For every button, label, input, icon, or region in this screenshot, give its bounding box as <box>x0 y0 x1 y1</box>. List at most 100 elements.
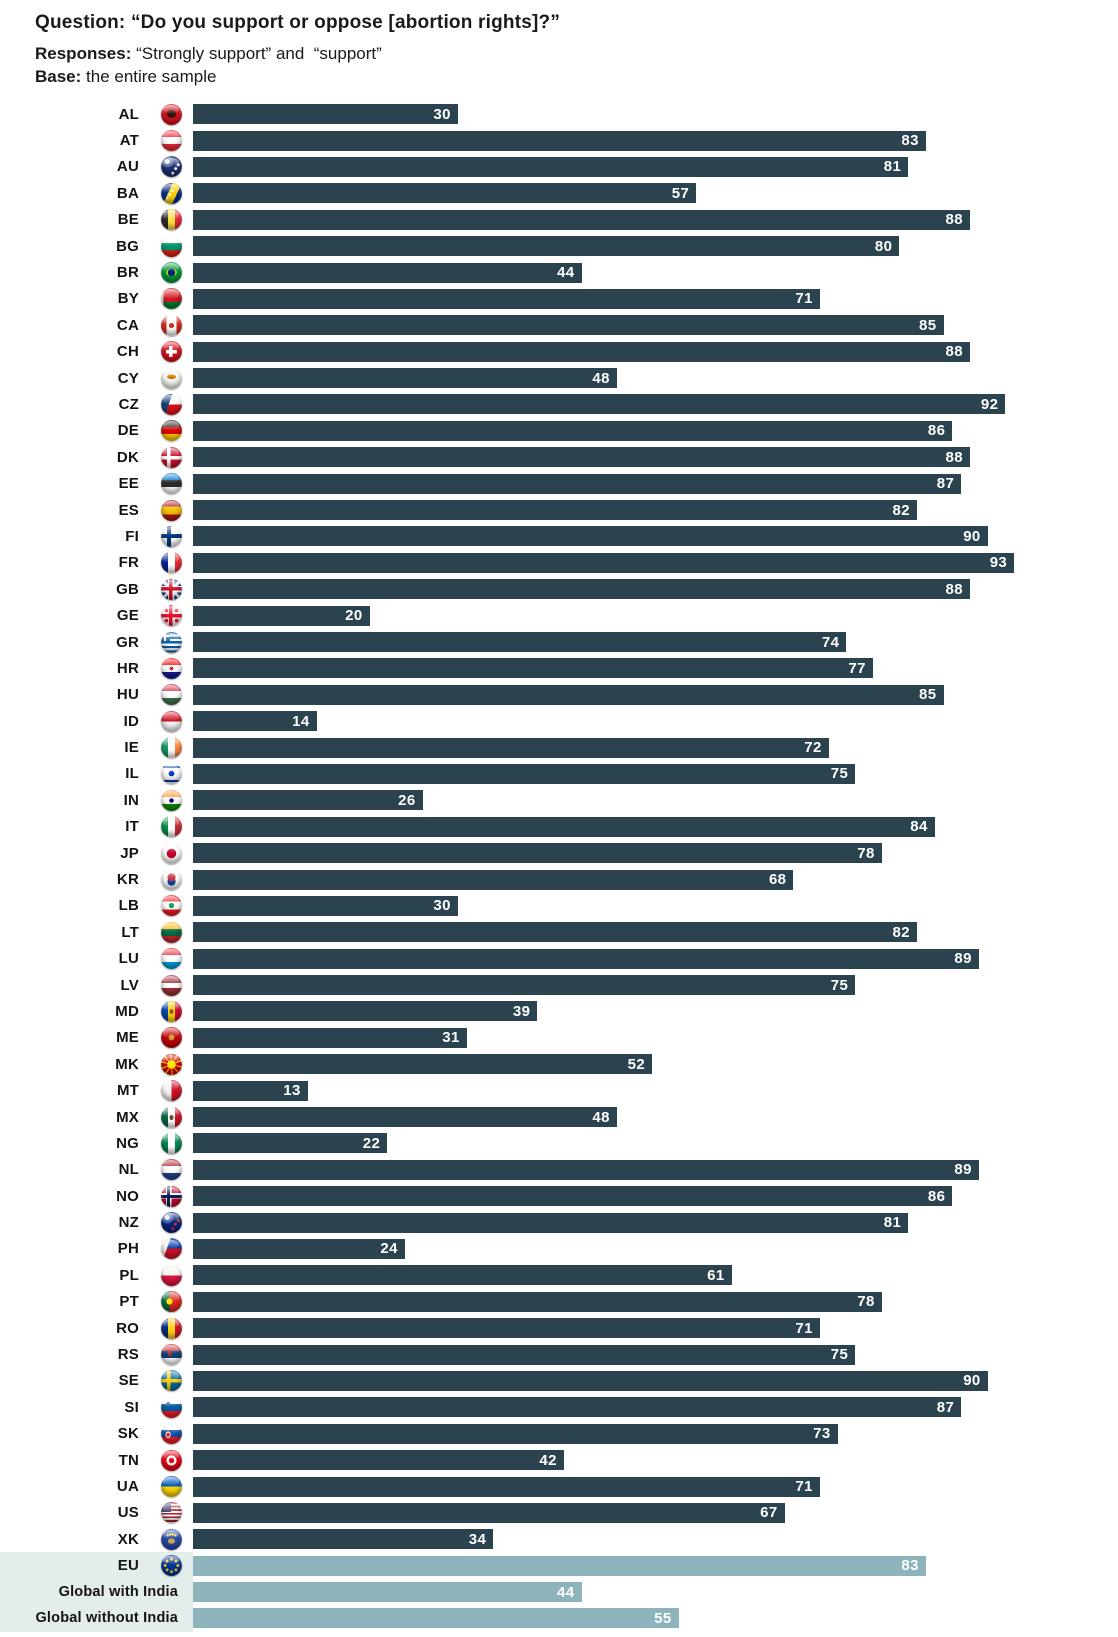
flag-fr-icon <box>160 552 182 574</box>
bar-value: 87 <box>936 475 955 493</box>
row-label-area: PT <box>0 1289 193 1315</box>
bar-value: 93 <box>989 554 1008 572</box>
bar: 68 <box>193 869 794 890</box>
flag-us-icon <box>160 1502 182 1524</box>
bar: 31 <box>193 1027 467 1048</box>
bar-track: 90 <box>193 1370 1076 1391</box>
bar-value: 78 <box>857 844 875 862</box>
flag-box <box>149 737 193 759</box>
bar-value: 30 <box>433 897 451 915</box>
country-label: FI <box>125 527 139 545</box>
bar-track: 44 <box>193 1582 1076 1603</box>
flag-box <box>149 1238 193 1260</box>
flag-box <box>149 974 193 996</box>
country-label: KR <box>116 871 139 889</box>
row-label-area: DE <box>0 418 193 444</box>
flag-box <box>149 1344 193 1366</box>
row-label-area: EU <box>0 1552 193 1579</box>
bar: 67 <box>193 1502 785 1523</box>
row-label-area: NO <box>0 1183 193 1209</box>
bar-value: 88 <box>945 580 964 598</box>
chart-row: AL 30 <box>0 101 1118 127</box>
country-label: IT <box>125 818 139 836</box>
bar-value: 48 <box>592 369 610 387</box>
flag-id-icon <box>160 710 182 732</box>
bar-value: 55 <box>654 1609 672 1627</box>
flag-lt-icon <box>160 921 182 943</box>
bar-track: 82 <box>193 500 1076 521</box>
bar: 24 <box>193 1238 405 1259</box>
country-label: EU <box>117 1557 139 1575</box>
flag-eu-icon <box>160 1555 182 1577</box>
flag-box <box>149 1449 193 1471</box>
flag-nz-icon <box>160 1212 182 1234</box>
flag-br-icon <box>160 262 182 284</box>
flag-box <box>149 499 193 521</box>
bar-track: 57 <box>193 183 1076 204</box>
country-label: HU <box>116 686 139 704</box>
bar: 93 <box>193 552 1015 573</box>
bar: 83 <box>193 1555 926 1576</box>
chart-row: Global without India 55 <box>0 1605 1118 1632</box>
bar: 48 <box>193 368 617 389</box>
chart-row: HR 77 <box>0 655 1118 681</box>
bar-track: 31 <box>193 1027 1076 1048</box>
row-label-area: IE <box>0 734 193 760</box>
bar: 52 <box>193 1054 653 1075</box>
country-label: RO <box>116 1319 139 1337</box>
bar-track: 20 <box>193 605 1076 626</box>
bar-value: 75 <box>830 765 849 783</box>
chart-row: MT 13 <box>0 1077 1118 1103</box>
bar-track: 86 <box>193 420 1076 441</box>
flag-box <box>149 657 193 679</box>
chart-row: PL 61 <box>0 1262 1118 1288</box>
chart-row: US 67 <box>0 1500 1118 1526</box>
row-label-area: IN <box>0 787 193 813</box>
row-label-area: FR <box>0 550 193 576</box>
flag-lv-icon <box>160 974 182 996</box>
chart-row: ES 82 <box>0 497 1118 523</box>
country-label: MX <box>116 1108 139 1126</box>
flag-box <box>149 367 193 389</box>
chart-row: FI 90 <box>0 523 1118 549</box>
row-label-area: ID <box>0 708 193 734</box>
chart-row: LT 82 <box>0 919 1118 945</box>
bar-track: 22 <box>193 1133 1076 1154</box>
chart-row: JP 78 <box>0 840 1118 866</box>
row-label-area: BY <box>0 286 193 312</box>
country-label: AL <box>118 105 139 123</box>
chart-row: EE 87 <box>0 470 1118 496</box>
bar-value: 72 <box>804 739 822 757</box>
row-label-area: Global without India <box>0 1605 193 1632</box>
row-label-area: ME <box>0 1025 193 1051</box>
country-label: CZ <box>118 395 139 413</box>
bar-track: 39 <box>193 1001 1076 1022</box>
flag-box <box>149 446 193 468</box>
row-label-area: CY <box>0 365 193 391</box>
country-label: SK <box>117 1425 139 1443</box>
country-label: IL <box>125 765 139 783</box>
flag-box <box>149 525 193 547</box>
chart-row: BR 44 <box>0 259 1118 285</box>
flag-box <box>149 842 193 864</box>
bar-track: 30 <box>193 895 1076 916</box>
flag-xk-icon <box>160 1528 182 1550</box>
flag-de-icon <box>160 420 182 442</box>
row-label-area: AL <box>0 101 193 127</box>
flag-au-icon <box>160 156 182 178</box>
bar: 13 <box>193 1080 308 1101</box>
flag-box <box>149 182 193 204</box>
bar: 85 <box>193 315 944 336</box>
flag-bg-icon <box>160 235 182 257</box>
flag-at-icon <box>160 130 182 152</box>
flag-box <box>149 1132 193 1154</box>
bar-value: 85 <box>919 686 937 704</box>
bar-value: 13 <box>283 1082 301 1100</box>
row-label-area: SI <box>0 1394 193 1420</box>
flag-box <box>149 473 193 495</box>
flag-box <box>149 631 193 653</box>
row-label-area: PL <box>0 1262 193 1288</box>
row-label-area: MX <box>0 1104 193 1130</box>
bar-track: 88 <box>193 341 1076 362</box>
chart-row: MD 39 <box>0 998 1118 1024</box>
